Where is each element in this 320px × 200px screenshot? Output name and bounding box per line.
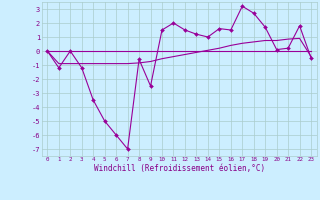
X-axis label: Windchill (Refroidissement éolien,°C): Windchill (Refroidissement éolien,°C): [94, 164, 265, 173]
